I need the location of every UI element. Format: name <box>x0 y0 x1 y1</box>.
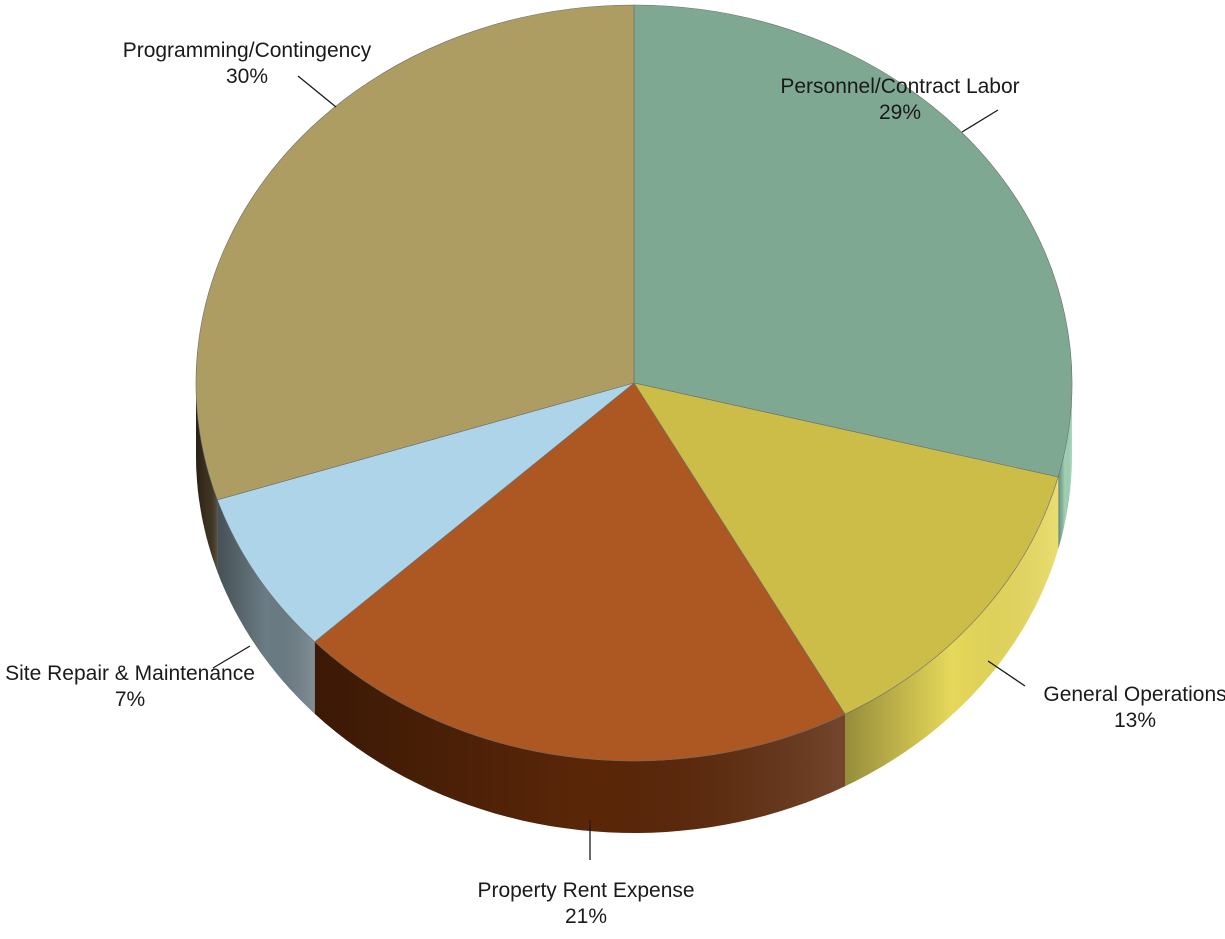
pie-side-shade <box>845 477 1059 787</box>
pie-side-shade <box>1058 383 1072 549</box>
pie-slice-personnel <box>633 4 1073 478</box>
slice-label-general-operations: General Operations 13% <box>995 682 1225 734</box>
slice-percent-label: 21% <box>564 905 608 928</box>
pie-slices <box>195 4 1073 762</box>
slice-percent-label: 30% <box>225 65 269 88</box>
slice-category-label: Site Repair & Maintenance <box>5 662 255 685</box>
pie-slice-programming <box>195 4 635 501</box>
pie-side-shade <box>217 499 315 714</box>
leader-line-general-operations <box>987 660 1026 687</box>
pie-side-shade <box>314 641 845 833</box>
slice-label-site-repair: Site Repair & Maintenance 7% <box>0 661 280 713</box>
slice-percent-label: 29% <box>878 101 922 124</box>
slice-label-property-rent: Property Rent Expense 21% <box>416 878 756 930</box>
slice-category-label: Personnel/Contract Labor <box>780 75 1020 98</box>
pie-slice-site-repair <box>217 382 635 643</box>
slice-percent-label: 13% <box>1113 709 1157 732</box>
leader-line-site-repair <box>212 645 251 669</box>
slice-category-label: Programming/Contingency <box>122 39 372 62</box>
leader-line-personnel <box>961 109 999 133</box>
slice-category-label: Property Rent Expense <box>477 879 695 902</box>
slice-label-programming: Programming/Contingency 30% <box>77 38 417 90</box>
slice-category-label: General Operations <box>1043 683 1225 706</box>
slice-label-personnel: Personnel/Contract Labor 29% <box>720 74 1080 126</box>
pie-sides <box>196 383 1072 833</box>
pie-side-shade <box>196 383 218 572</box>
slice-percent-label: 7% <box>114 688 146 711</box>
leader-line-programming <box>297 75 337 108</box>
leader-lines <box>212 75 1026 860</box>
pie-slice-property-rent <box>314 382 846 762</box>
pie-slice-general-operations <box>633 382 1059 715</box>
